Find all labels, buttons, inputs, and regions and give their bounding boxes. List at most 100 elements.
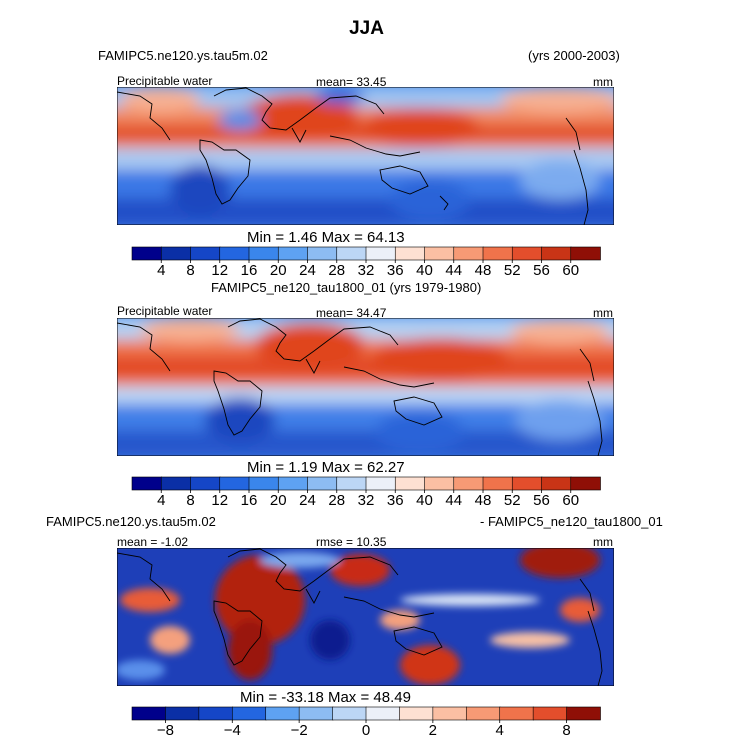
colorbar-swatch xyxy=(165,706,200,721)
colorbar-swatch xyxy=(365,706,401,721)
colorbar-tick-label: 28 xyxy=(328,492,345,509)
panel3-units-label: mm xyxy=(593,535,613,549)
colorbar-swatch xyxy=(424,246,455,261)
panel2-coastlines xyxy=(117,318,603,456)
panel3-mean-label: mean = -1.02 xyxy=(117,535,189,549)
colorbar-swatch xyxy=(332,706,367,721)
panel1-case-label: FAMIPC5.ne120.ys.tau5m.02 xyxy=(98,48,268,63)
panel1-coastlines xyxy=(117,87,589,225)
colorbar-swatch xyxy=(231,706,267,721)
panel3-map xyxy=(117,548,614,686)
colorbar-tick-label: 20 xyxy=(270,262,287,279)
colorbar-tick-label: −8 xyxy=(157,722,174,739)
colorbar-swatch xyxy=(394,246,426,261)
colorbar-swatch xyxy=(131,476,163,491)
colorbar-tick-label: 24 xyxy=(299,492,316,509)
colorbar-tick-label: 16 xyxy=(241,262,258,279)
colorbar-swatch xyxy=(570,246,601,261)
colorbar-tick-label: 52 xyxy=(504,262,521,279)
panel3-minmax-label: Min = -33.18 Max = 48.49 xyxy=(240,689,411,706)
colorbar-swatch xyxy=(541,246,572,261)
colorbar-swatch xyxy=(399,706,434,721)
colorbar-tick-label: 8 xyxy=(562,722,570,739)
colorbar-tick-label: 0 xyxy=(362,722,370,739)
colorbar-tick-label: 32 xyxy=(358,262,375,279)
panel3-colorbar: −8 −4 −2 0 2 4 8 xyxy=(131,706,601,739)
colorbar-tick-label: 2 xyxy=(429,722,437,739)
panel1-units-label: mm xyxy=(593,75,613,89)
colorbar-tick-label: 56 xyxy=(533,492,550,509)
colorbar-swatch xyxy=(511,476,543,491)
colorbar-swatch xyxy=(277,246,309,261)
panel2-minmax-label: Min = 1.19 Max = 62.27 xyxy=(247,459,405,476)
colorbar-swatch xyxy=(432,706,468,721)
panel3-diff-label: - FAMIPC5_ne120_tau1800_01 xyxy=(480,514,663,529)
colorbar-tick-label: 40 xyxy=(416,262,433,279)
colorbar-tick-label: 8 xyxy=(186,492,194,509)
colorbar-tick-label: 44 xyxy=(445,492,462,509)
colorbar-tick-label: 52 xyxy=(504,492,521,509)
colorbar-tick-label: 48 xyxy=(475,492,492,509)
colorbar-tick-label: 28 xyxy=(328,262,345,279)
panel3-rmse-label: rmse = 10.35 xyxy=(316,535,387,549)
colorbar-swatch xyxy=(336,246,367,261)
colorbar-tick-label: 4 xyxy=(157,492,165,509)
colorbar-swatch xyxy=(365,246,397,261)
colorbar-swatch xyxy=(465,706,501,721)
colorbar-swatch xyxy=(566,706,601,721)
colorbar-tick-label: 8 xyxy=(186,262,194,279)
colorbar-swatch xyxy=(365,476,397,491)
colorbar-swatch xyxy=(160,246,192,261)
colorbar-swatch xyxy=(248,246,280,261)
colorbar-swatch xyxy=(336,476,367,491)
colorbar-tick-label: 44 xyxy=(445,262,462,279)
colorbar-swatch xyxy=(190,246,221,261)
colorbar-swatch xyxy=(265,706,300,721)
colorbar-swatch xyxy=(453,246,484,261)
panel2-colorbar: 4 8 12 16 20 24 28 32 36 40 44 48 52 56 60 xyxy=(131,476,601,509)
panel1-colorbar: 4 8 12 16 20 24 28 32 36 40 44 48 52 56 60 xyxy=(131,246,601,279)
colorbar-swatch xyxy=(511,246,543,261)
colorbar-tick-label: 4 xyxy=(496,722,504,739)
colorbar-swatch xyxy=(482,476,514,491)
colorbar-tick-label: 32 xyxy=(358,492,375,509)
colorbar-swatch xyxy=(532,706,568,721)
panel1-years-label: (yrs 2000-2003) xyxy=(528,48,620,63)
panel3-case-label: FAMIPC5.ne120.ys.tau5m.02 xyxy=(46,514,216,529)
panel1-variable-label: Precipitable water xyxy=(117,74,213,88)
colorbar-swatch xyxy=(307,246,338,261)
colorbar-tick-label: −4 xyxy=(224,722,241,739)
colorbar-swatch xyxy=(219,246,250,261)
figure-title: JJA xyxy=(349,18,384,39)
panel2-case-label: FAMIPC5_ne120_tau1800_01 (yrs 1979-1980) xyxy=(211,280,482,295)
colorbar-tick-label: 12 xyxy=(211,262,228,279)
panel2-variable-label: Precipitable water xyxy=(117,304,213,318)
panel2-mean-label: mean= 34.47 xyxy=(316,306,387,320)
colorbar-swatch xyxy=(453,476,484,491)
colorbar-tick-label: 60 xyxy=(562,492,579,509)
colorbar-swatch xyxy=(131,246,163,261)
panel1-map xyxy=(117,87,614,225)
colorbar-swatch xyxy=(277,476,309,491)
colorbar-swatch xyxy=(198,706,234,721)
panel2-map xyxy=(117,318,614,456)
colorbar-tick-label: 36 xyxy=(387,492,404,509)
panel3-coastlines xyxy=(117,548,603,686)
colorbar-swatch xyxy=(219,476,250,491)
colorbar-swatch xyxy=(307,476,338,491)
colorbar-tick-label: 12 xyxy=(211,492,228,509)
colorbar-tick-label: 36 xyxy=(387,262,404,279)
colorbar-swatch xyxy=(482,246,514,261)
panel1-minmax-label: Min = 1.46 Max = 64.13 xyxy=(247,229,405,246)
colorbar-swatch xyxy=(298,706,334,721)
colorbar-swatch xyxy=(131,706,167,721)
colorbar-swatch xyxy=(248,476,280,491)
colorbar-tick-label: 24 xyxy=(299,262,316,279)
colorbar-swatch xyxy=(541,476,572,491)
colorbar-tick-label: 4 xyxy=(157,262,165,279)
colorbar-swatch xyxy=(160,476,192,491)
colorbar-tick-label: 56 xyxy=(533,262,550,279)
panel1-mean-label: mean= 33.45 xyxy=(316,75,387,89)
colorbar-swatch xyxy=(190,476,221,491)
colorbar-swatch xyxy=(499,706,534,721)
